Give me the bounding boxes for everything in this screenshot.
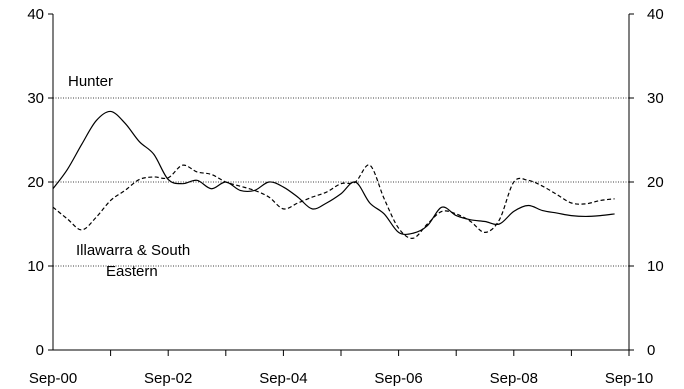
x-tick-label: Sep-06 [374,370,422,387]
y-tick-label-left: 20 [27,174,44,191]
tick-labels: 0 0 10 10 20 20 30 30 40 40 Sep-00 Sep-02 Sep-04 Sep-… [27,6,663,387]
y-tick-label-right: 0 [647,342,655,359]
x-tick-label: Sep-02 [144,370,192,387]
x-tick-label: Sep-08 [490,370,538,387]
annotation-illawarra-line2: Eastern [106,263,158,280]
annotation-illawarra-line1: Illawarra & South [76,242,190,259]
y-tick-label-left: 0 [36,342,44,359]
y-tick-label-left: 40 [27,6,44,23]
y-tick-label-right: 20 [647,174,664,191]
series-line-illawarra-south-eastern [52,164,615,239]
series-annotations: Hunter Illawarra & South Eastern [68,73,190,280]
y-tick-label-right: 30 [647,90,664,107]
x-tick-label: Sep-10 [605,370,653,387]
y-tick-label-right: 40 [647,6,664,23]
series-lines [52,110,615,239]
y-tick-label-left: 10 [27,258,44,275]
gridlines [53,97,629,267]
y-tick-label-left: 30 [27,90,44,107]
x-tick-label: Sep-04 [259,370,307,387]
y-tick-label-right: 10 [647,258,664,275]
series-line-hunter [52,110,615,236]
tick-marks [48,13,634,356]
annotation-hunter: Hunter [68,73,113,90]
x-tick-label: Sep-00 [29,370,77,387]
